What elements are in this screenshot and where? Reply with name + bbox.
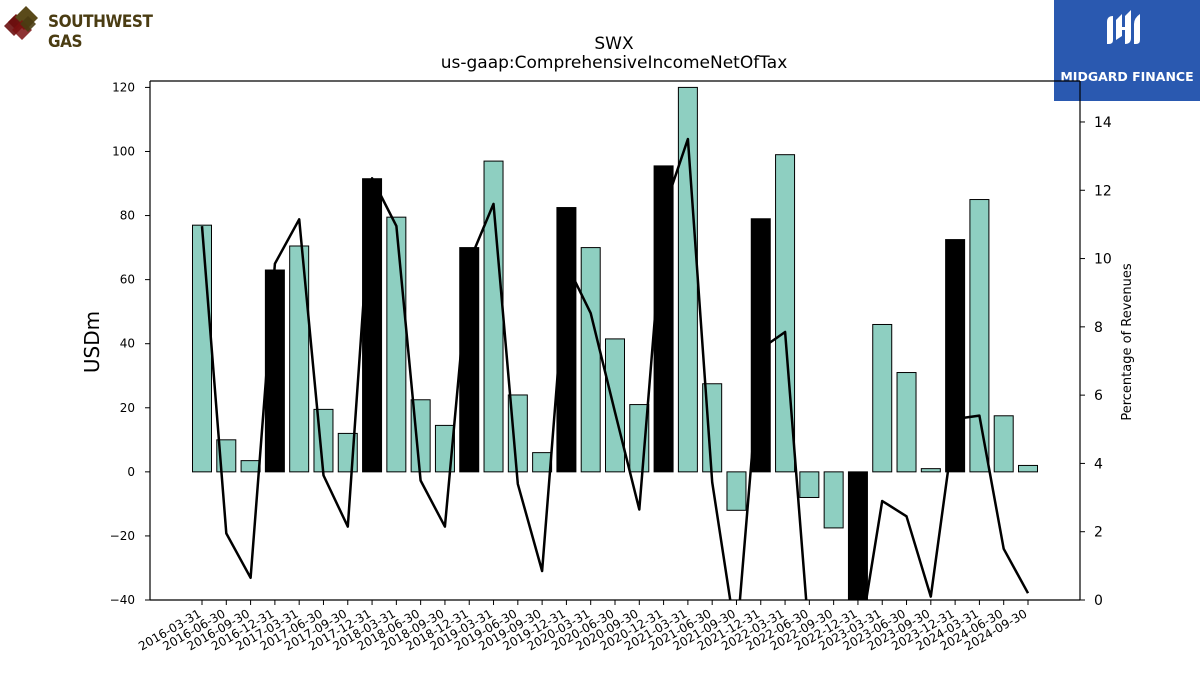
y-axis-title: USDm (80, 311, 104, 373)
y-tick-label: 80 (120, 209, 135, 223)
bars-layer (192, 86, 1038, 600)
bar-2023-12-31 (945, 239, 966, 473)
y-tick-label: 20 (120, 401, 135, 415)
southwest-gas-name: SOUTHWEST GAS (48, 12, 153, 52)
midgard-finance-label: MIDGARD FINANCE (1060, 69, 1194, 84)
y-tick-label: 60 (120, 273, 135, 287)
bar-2021-09-30 (726, 471, 747, 511)
midgard-m-icon (1107, 10, 1140, 44)
bar-2022-06-30 (799, 471, 820, 498)
y2-tick-label: 0 (1094, 593, 1103, 609)
y-tick-label: 120 (112, 80, 135, 94)
y-tick-label: 40 (120, 337, 135, 351)
bar-2023-03-31 (872, 323, 893, 473)
bar-2022-09-30 (823, 471, 844, 529)
chart-title: SWX (594, 34, 634, 54)
y2-tick-label: 14 (1094, 115, 1112, 131)
bar-2017-12-31 (362, 178, 383, 473)
bar-2017-03-31 (289, 245, 310, 473)
bar-2020-03-31 (580, 247, 601, 473)
y2-tick-label: 8 (1094, 320, 1103, 336)
southwest-gas-diamond-icon (4, 6, 38, 40)
chart-subtitle: us-gaap:ComprehensiveIncomeNetOfTax (441, 53, 788, 73)
bar-2023-09-30 (920, 468, 941, 473)
y2-tick-label: 2 (1094, 525, 1103, 541)
y2-tick-label: 4 (1094, 456, 1103, 472)
bar-2018-03-31 (386, 216, 407, 473)
bar-2024-06-30 (993, 415, 1014, 473)
percentage-line (200, 137, 1030, 600)
ticks-layer: −40−20020406080100120024681012142016-03-… (110, 80, 1112, 653)
y2-axis-title: Percentage of Revenues (1120, 263, 1135, 421)
bar-2019-09-30 (532, 452, 553, 473)
bar-2016-03-31 (192, 224, 212, 473)
bar-2018-12-31 (459, 247, 480, 473)
bar-2024-09-30 (1018, 464, 1038, 473)
bar-2018-09-30 (434, 424, 455, 473)
bar-2023-06-30 (896, 372, 917, 473)
bar-2024-03-31 (969, 199, 990, 473)
bar-2016-12-31 (264, 269, 285, 473)
y-tick-label: −20 (110, 529, 135, 543)
y-tick-label: 0 (127, 465, 135, 479)
southwest-gas-logo: SOUTHWEST GAS (0, 0, 200, 52)
line-layer (200, 137, 1030, 600)
y2-tick-label: 10 (1094, 252, 1112, 268)
bar-2020-06-30 (605, 338, 625, 473)
bar-2022-12-31 (847, 471, 868, 600)
y-tick-label: −40 (110, 593, 135, 607)
y-tick-label: 100 (112, 144, 135, 158)
y2-tick-label: 12 (1094, 183, 1112, 199)
y2-tick-label: 6 (1094, 388, 1103, 404)
midgard-finance-logo: MIDGARD FINANCE (1054, 0, 1200, 101)
bar-2016-09-30 (240, 460, 261, 473)
